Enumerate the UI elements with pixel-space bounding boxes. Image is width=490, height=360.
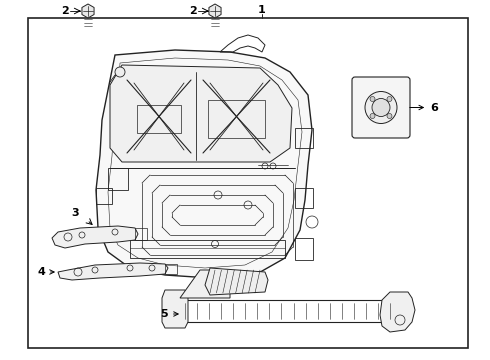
Circle shape: [115, 67, 125, 77]
Bar: [165, 264, 177, 274]
Circle shape: [370, 113, 375, 118]
Circle shape: [365, 91, 397, 123]
Polygon shape: [110, 65, 292, 162]
Circle shape: [370, 96, 375, 102]
Text: 6: 6: [410, 103, 438, 113]
Bar: [108, 168, 128, 190]
Polygon shape: [82, 4, 94, 18]
Circle shape: [372, 99, 390, 117]
Bar: [208, 100, 265, 138]
Bar: [135, 228, 147, 240]
Polygon shape: [205, 268, 268, 295]
Bar: [295, 128, 313, 148]
Polygon shape: [96, 50, 312, 278]
Text: 2: 2: [61, 6, 69, 16]
Bar: [96, 188, 112, 204]
Bar: [295, 188, 313, 208]
Text: 3: 3: [71, 208, 79, 218]
Circle shape: [387, 113, 392, 118]
Bar: [295, 238, 313, 260]
Text: 2: 2: [189, 6, 197, 16]
Text: 5: 5: [160, 309, 178, 319]
Polygon shape: [180, 270, 230, 298]
Bar: [130, 240, 285, 258]
Polygon shape: [52, 226, 138, 248]
Text: 4: 4: [37, 267, 54, 277]
Bar: [28, 18, 468, 348]
Bar: [137, 105, 181, 133]
Polygon shape: [162, 290, 188, 328]
FancyBboxPatch shape: [352, 77, 410, 138]
Polygon shape: [209, 4, 221, 18]
Polygon shape: [380, 292, 415, 332]
Circle shape: [387, 96, 392, 102]
Bar: [175, 300, 400, 322]
Text: 1: 1: [258, 5, 266, 15]
Polygon shape: [58, 263, 168, 280]
